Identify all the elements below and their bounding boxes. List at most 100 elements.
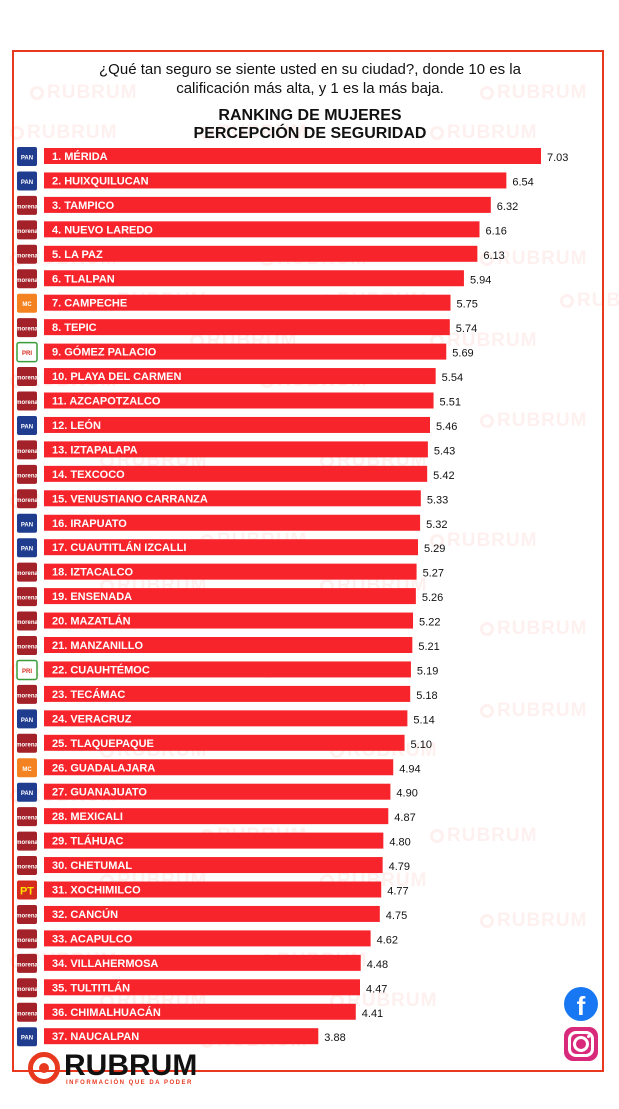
- category-label: 9. GÓMEZ PALACIO: [52, 346, 157, 359]
- party-logo-text: morena: [16, 376, 38, 382]
- party-logo-text: morena: [16, 278, 38, 284]
- watermark-text: RUBRUM: [480, 910, 587, 932]
- chart-frame: [12, 50, 604, 1072]
- party-logo-pan-icon: [17, 1027, 37, 1047]
- watermark-mark: [480, 252, 494, 266]
- ranking-row: morena 35. TULTITLÁN 4.47: [16, 978, 387, 998]
- category-label: 14. TEXCOCO: [52, 469, 125, 481]
- watermark-word: RUBRUM: [577, 290, 619, 311]
- ranking-row: PAN 17. CUAUTITLÁN IZCALLI 5.29: [17, 538, 445, 558]
- category-label: 32. CANCÚN: [52, 908, 118, 921]
- party-logo-text: morena: [16, 473, 38, 479]
- party-logo-mc-icon: [17, 293, 37, 313]
- value-label: 5.69: [452, 348, 473, 360]
- watermark-word: RUBRUM: [497, 700, 588, 721]
- value-label: 5.32: [426, 519, 447, 531]
- rubrum-logo-tagline: INFORMACIÓN QUE DA PODER: [66, 1080, 193, 1086]
- bar: [44, 221, 480, 238]
- ranking-row: morena 3. TAMPICO 6.32: [16, 195, 518, 215]
- category-label: 35. TULTITLÁN: [52, 981, 130, 994]
- bar: [44, 563, 417, 580]
- watermark-mark: [30, 86, 44, 100]
- party-logo-mc-icon: [17, 758, 37, 778]
- value-label: 6.54: [512, 176, 533, 188]
- chart-title: RANKING DE MUJERES PERCEPCIÓN DE SEGURID…: [110, 107, 510, 143]
- category-label: 16. IRAPUATO: [52, 518, 127, 530]
- watermark-mark: [430, 534, 444, 548]
- ranking-row: PRI 22. CUAUHTÉMOC 5.19: [16, 659, 438, 681]
- ranking-row: morena 13. IZTAPALAPA 5.43: [16, 440, 455, 460]
- party-logo-morena-icon: [17, 464, 37, 484]
- facebook-icon[interactable]: f: [564, 987, 598, 1021]
- bar: [44, 294, 451, 311]
- party-logo-text: morena: [16, 204, 38, 210]
- ranking-row: morena 18. IZTACALCO 5.27: [16, 562, 444, 582]
- watermark-word: RUBRUM: [447, 330, 538, 351]
- value-label: 4.80: [389, 837, 410, 849]
- watermark-text: RUBRUM: [480, 410, 587, 432]
- party-logo-morena-icon: [17, 856, 37, 876]
- ranking-row: morena 20. MAZATLÁN 5.22: [16, 611, 440, 631]
- party-logo-text: morena: [16, 400, 38, 406]
- party-logo-text: morena: [16, 840, 38, 846]
- watermark-word: RUBRUM: [497, 410, 588, 431]
- value-label: 6.16: [485, 225, 506, 237]
- party-logo-morena-icon: [17, 733, 37, 753]
- watermark-word: RUBRUM: [217, 122, 308, 143]
- party-logo-text: morena: [16, 498, 38, 504]
- ranking-row: morena 11. AZCAPOTZALCO 5.51: [16, 391, 461, 411]
- value-label: 4.87: [394, 812, 415, 824]
- value-label: 5.26: [422, 592, 443, 604]
- survey-question-line-2: calificación más alta, y 1 es la más baj…: [176, 80, 444, 97]
- party-logo-pt-icon: [17, 880, 37, 900]
- watermark-word: RUBRUM: [497, 248, 588, 269]
- value-label: 5.22: [419, 617, 440, 629]
- bar: [44, 759, 394, 776]
- party-logo-text: morena: [16, 327, 38, 333]
- watermark-mark: [480, 622, 494, 636]
- party-logo-pan-icon: [17, 782, 37, 802]
- bar: [44, 857, 383, 874]
- category-label: 7. CAMPECHE: [52, 298, 127, 310]
- category-label: 8. TEPIC: [52, 322, 97, 334]
- value-label: 6.32: [497, 201, 518, 213]
- watermark-text: RUBRUM: [480, 700, 587, 722]
- bar: [44, 245, 478, 262]
- ranking-row: morena 10. PLAYA DEL CARMEN 5.54: [16, 367, 463, 387]
- party-logo-morena-icon: [17, 391, 37, 411]
- bar: [44, 930, 371, 947]
- party-logo-text: morena: [16, 693, 38, 699]
- party-logo-pan-icon: [17, 415, 37, 435]
- category-label: 2. HUIXQUILUCAN: [52, 175, 149, 187]
- instagram-icon-frame: [568, 1031, 594, 1057]
- value-label: 4.90: [396, 788, 417, 800]
- category-label: 12. LEÓN: [52, 419, 101, 432]
- party-logo-morena-icon: [17, 318, 37, 338]
- category-label: 33. ACAPULCO: [52, 933, 133, 945]
- bar: [44, 196, 491, 213]
- category-label: 37. NAUCALPAN: [52, 1031, 139, 1043]
- watermark-text: RUBRUM: [430, 825, 537, 847]
- watermark-word: RUBRUM: [497, 910, 588, 931]
- category-label: 34. VILLAHERMOSA: [52, 958, 158, 970]
- party-logo-text: PAN: [21, 156, 33, 162]
- category-label: 13. IZTAPALAPA: [52, 444, 138, 456]
- watermark-mark: [480, 914, 494, 928]
- party-logo-text: PAN: [21, 791, 33, 797]
- watermark-word: RUBRUM: [47, 82, 138, 103]
- value-label: 5.94: [470, 274, 491, 286]
- party-logo-text: PAN: [21, 522, 33, 528]
- category-label: 21. MANZANILLO: [52, 640, 144, 652]
- category-label: 20. MAZATLÁN: [52, 615, 131, 628]
- watermark-text: RUBRUM: [560, 290, 619, 312]
- ranking-row: PRI 9. GÓMEZ PALACIO 5.69: [16, 341, 474, 363]
- ranking-row: PT 31. XOCHIMILCO 4.77: [17, 880, 409, 900]
- bar: [44, 441, 428, 458]
- party-logo-morena-icon: [17, 684, 37, 704]
- category-label: 36. CHIMALHUACÁN: [52, 1006, 161, 1019]
- value-label: 5.18: [416, 690, 437, 702]
- instagram-icon[interactable]: [564, 1027, 598, 1061]
- bar: [44, 612, 414, 629]
- value-label: 4.48: [367, 959, 388, 971]
